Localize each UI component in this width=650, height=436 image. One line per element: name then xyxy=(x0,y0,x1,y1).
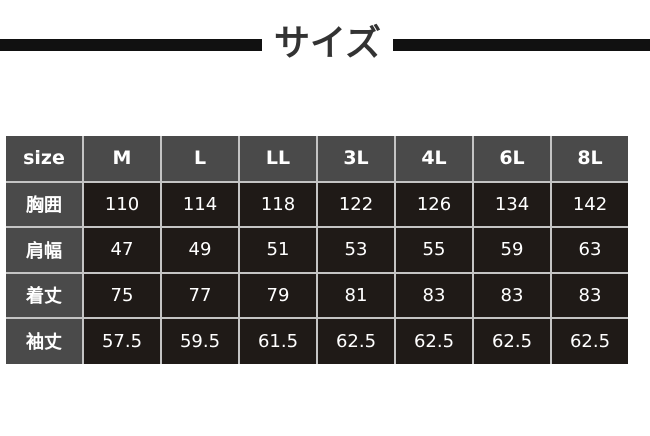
value-cell: 81 xyxy=(316,271,396,319)
row-label: 肩幅 xyxy=(6,226,84,274)
value-cell: 77 xyxy=(160,271,240,319)
value-cell: 62.5 xyxy=(472,317,552,364)
title-bar-left xyxy=(0,39,262,51)
header-cell: 8L xyxy=(550,136,628,183)
value-cell: 63 xyxy=(550,226,628,274)
value-cell: 126 xyxy=(394,180,474,228)
value-cell: 62.5 xyxy=(550,317,628,364)
value-cell: 122 xyxy=(316,180,396,228)
size-table: size M L LL 3L 4L 6L 8L 胸囲 110 114 118 122 126 134 142 肩… xyxy=(6,136,628,364)
header-cell: 6L xyxy=(472,136,552,183)
header-cell: L xyxy=(160,136,240,183)
header-cell: size xyxy=(6,136,84,183)
value-cell: 55 xyxy=(394,226,474,274)
title-bar-right xyxy=(393,39,650,51)
page-title: サイズ xyxy=(274,23,381,64)
table-row: 袖丈 57.5 59.5 61.5 62.5 62.5 62.5 62.5 xyxy=(6,317,628,364)
header-row: size M L LL 3L 4L 6L 8L xyxy=(6,136,628,183)
value-cell: 83 xyxy=(394,271,474,319)
value-cell: 62.5 xyxy=(316,317,396,364)
value-cell: 62.5 xyxy=(394,317,474,364)
value-cell: 79 xyxy=(238,271,318,319)
header-cell: LL xyxy=(238,136,318,183)
value-cell: 51 xyxy=(238,226,318,274)
header-cell: 4L xyxy=(394,136,474,183)
value-cell: 49 xyxy=(160,226,240,274)
header-cell: M xyxy=(82,136,162,183)
value-cell: 110 xyxy=(82,180,162,228)
row-label: 胸囲 xyxy=(6,180,84,228)
table-row: 着丈 75 77 79 81 83 83 83 xyxy=(6,271,628,319)
value-cell: 47 xyxy=(82,226,162,274)
table-row: 胸囲 110 114 118 122 126 134 142 xyxy=(6,180,628,228)
value-cell: 118 xyxy=(238,180,318,228)
value-cell: 61.5 xyxy=(238,317,318,364)
value-cell: 59.5 xyxy=(160,317,240,364)
value-cell: 83 xyxy=(550,271,628,319)
value-cell: 142 xyxy=(550,180,628,228)
value-cell: 114 xyxy=(160,180,240,228)
row-label: 袖丈 xyxy=(6,317,84,364)
table-row: 肩幅 47 49 51 53 55 59 63 xyxy=(6,226,628,274)
row-label: 着丈 xyxy=(6,271,84,319)
value-cell: 75 xyxy=(82,271,162,319)
value-cell: 83 xyxy=(472,271,552,319)
value-cell: 134 xyxy=(472,180,552,228)
value-cell: 59 xyxy=(472,226,552,274)
value-cell: 57.5 xyxy=(82,317,162,364)
value-cell: 53 xyxy=(316,226,396,274)
header-cell: 3L xyxy=(316,136,396,183)
